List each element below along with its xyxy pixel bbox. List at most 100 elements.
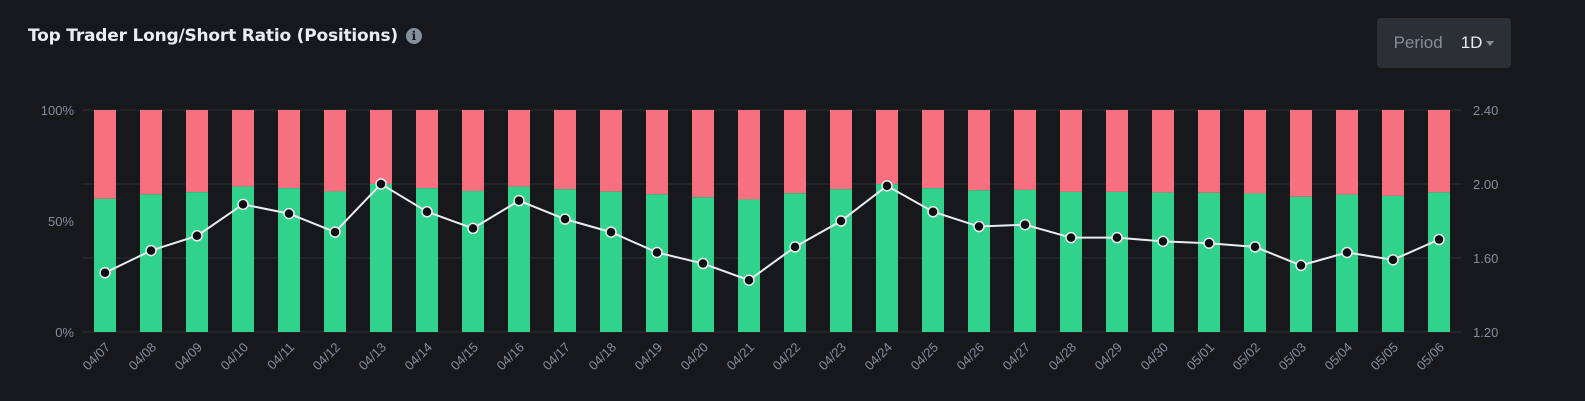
period-label: Period [1393,33,1443,52]
short-bar [508,110,530,187]
ratio-point [467,222,479,235]
y-right-tick-label: 1.20 [1473,325,1498,340]
ratio-point [835,215,847,227]
period-selector[interactable]: Period 1D [1377,18,1511,68]
ratio-point [559,213,571,225]
short-bar [646,110,668,195]
long-bar [922,188,944,332]
x-tick-label: 04/28 [1046,340,1080,374]
x-tick-label: 04/25 [908,340,942,374]
ratio-point [1019,218,1031,231]
short-bar [278,110,300,189]
chart-title: Top Trader Long/Short Ratio (Positions) [28,26,398,46]
x-tick-label: 04/16 [494,340,528,374]
short-bar [1152,110,1174,193]
short-bar [1060,110,1082,192]
ratio-point [99,267,111,279]
x-tick-label: 04/21 [724,340,758,374]
chart-header: Top Trader Long/Short Ratio (Positions) … [28,26,422,46]
x-tick-label: 04/12 [310,340,344,374]
short-bar [1106,110,1128,192]
ratio-point [1295,259,1307,272]
ratio-point [1433,233,1445,246]
long-bar [1060,191,1082,332]
short-bar [968,110,990,191]
ratio-point [1065,231,1077,244]
info-icon[interactable]: i [405,28,422,44]
ratio-point [605,226,617,238]
short-bar [462,110,484,192]
long-bar [370,183,392,332]
short-bar [416,110,438,189]
x-tick-label: 05/03 [1276,340,1310,374]
ratio-point [1387,254,1399,266]
ratio-point [421,206,433,218]
ratio-point [927,206,939,218]
y-left-tick-label: 0% [55,325,74,340]
x-tick-label: 04/11 [264,340,297,373]
x-tick-label: 05/04 [1322,340,1356,374]
long-bar [1152,192,1174,332]
x-tick-label: 04/10 [218,340,252,374]
short-bar [1014,110,1036,190]
short-bar [876,110,898,185]
x-tick-label: 04/29 [1092,340,1126,374]
x-tick-label: 04/20 [678,340,712,374]
long-bar [1014,189,1036,332]
long-bar [784,193,806,332]
x-tick-label: 04/24 [862,340,896,374]
short-bar [922,110,944,189]
x-tick-label: 04/26 [954,340,988,374]
long-bar [324,191,346,332]
short-bar [94,110,116,199]
x-tick-label: 04/14 [402,340,436,374]
x-tick-label: 04/18 [586,340,620,374]
long-bar [1336,194,1358,332]
short-bar [324,110,346,192]
x-tick-label: 04/09 [172,340,206,374]
short-bar [1428,110,1450,193]
ratio-point [237,198,249,211]
x-tick-label: 04/08 [126,340,160,374]
x-tick-label: 04/15 [448,340,482,374]
short-bar [186,110,208,193]
short-bar [1244,110,1266,194]
long-bar [554,189,576,332]
short-bar [738,110,760,200]
short-bar [1382,110,1404,196]
long-bar [416,188,438,332]
long-bar [876,184,898,332]
long-bar [830,189,852,332]
x-tick-label: 04/30 [1138,340,1172,374]
long-bar [646,194,668,332]
ratio-point [283,207,295,220]
ratio-point [1157,235,1169,248]
short-bar [1290,110,1312,197]
x-tick-label: 04/19 [632,340,666,374]
ratio-point [1341,246,1353,259]
ratio-point [973,220,985,233]
long-bar [94,198,116,332]
x-tick-label: 04/27 [1000,340,1034,374]
ratio-point [329,226,341,238]
y-left-tick-label: 100% [41,103,75,118]
period-dropdown[interactable]: 1D [1461,33,1495,53]
short-bar [784,110,806,194]
long-bar [968,190,990,332]
x-tick-label: 05/05 [1368,340,1402,374]
x-tick-label: 05/06 [1414,340,1448,374]
ratio-point [789,241,801,253]
long-bar [1106,191,1128,332]
x-tick-label: 04/13 [356,340,390,374]
long-bar [600,191,622,332]
ratio-point [1249,241,1261,253]
ratio-point [375,178,387,190]
ratio-point [513,194,525,207]
ratio-point [651,246,663,259]
short-bar [232,110,254,187]
long-bar [232,186,254,332]
long-bar [186,192,208,332]
caret-down-icon [1486,40,1495,46]
x-tick-label: 05/01 [1184,340,1218,374]
